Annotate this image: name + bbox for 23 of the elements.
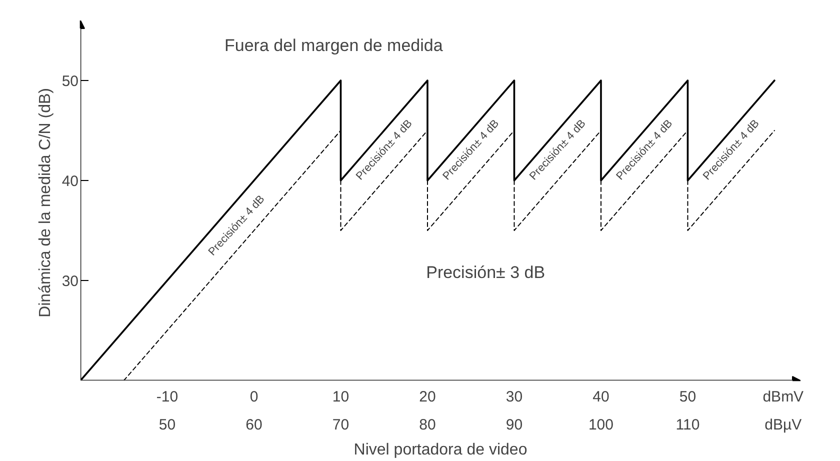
x2-tick-label: 80 (419, 416, 436, 434)
x-axis-title: Nivel portadora de video (354, 442, 528, 458)
x-tick-label: dBmV (762, 388, 804, 406)
x2-tick-label: dBµV (764, 416, 802, 434)
x2-tick-label: 90 (506, 416, 523, 434)
annotation: Precisión± 3 dB (426, 263, 546, 282)
y-tick-label: 30 (62, 273, 79, 290)
x-tick-label: 0 (250, 388, 258, 406)
y-tick-label: 50 (62, 73, 79, 90)
y-tick-label: 40 (62, 173, 79, 190)
x2-tick-label: 50 (158, 416, 176, 434)
x-tick-label: 50 (679, 388, 696, 406)
x-tick-label: -10 (156, 388, 178, 406)
x2-tick-label: 100 (588, 416, 614, 434)
annotation: Fuera del margen de medida (224, 36, 444, 56)
x-tick-label: 10 (332, 388, 350, 406)
x-tick-label: 20 (419, 388, 436, 406)
x-tick-label: 40 (592, 388, 610, 406)
x2-tick-label: 60 (246, 416, 262, 434)
x2-tick-label: 70 (332, 416, 350, 434)
x-tick-label: 30 (506, 388, 523, 406)
x2-tick-label: 110 (676, 416, 700, 434)
y-axis-title: Dinámica de la medida C/N (dB) (36, 88, 54, 318)
